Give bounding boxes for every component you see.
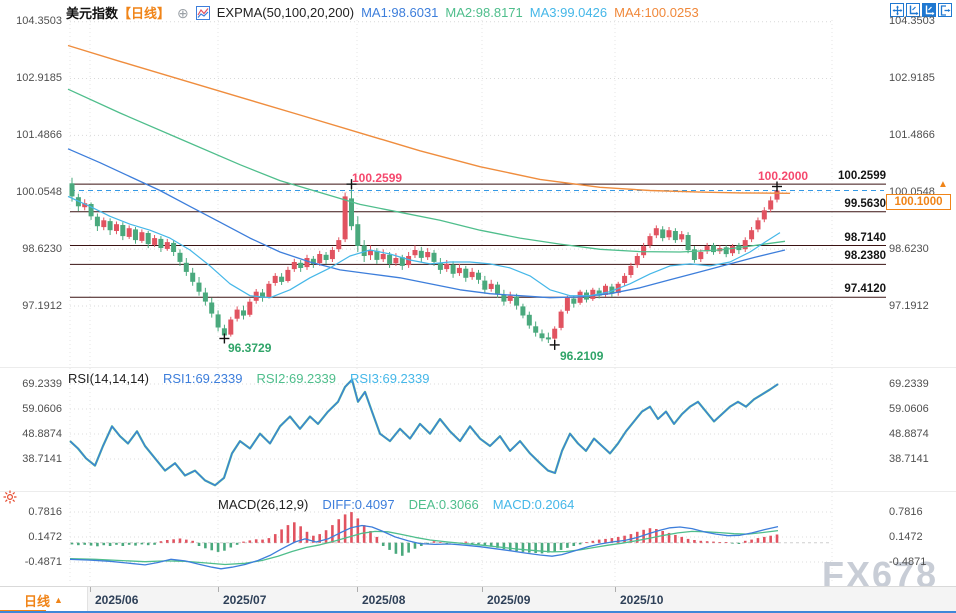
low2-label: 96.2109: [560, 349, 604, 363]
expma-chart-icon[interactable]: [195, 5, 210, 20]
period-selector[interactable]: 日线 ▲: [0, 587, 88, 613]
period-label: 日线: [24, 593, 51, 609]
rsi1-value: RSI1:69.2339: [162, 371, 243, 386]
price-level-label: 100.2599: [838, 170, 886, 183]
ma-lines-layer: [67, 44, 791, 299]
pan-icon[interactable]: [890, 3, 904, 17]
ma3-value: MA3:99.0426: [529, 5, 608, 20]
scrollbar-track[interactable]: [0, 611, 956, 613]
axis-label: 97.1912: [889, 299, 929, 312]
rsi-layer: [69, 378, 779, 487]
axis-label: 104.3503: [16, 15, 62, 28]
axis-label: 101.4866: [16, 128, 62, 141]
price-level-label: 98.2380: [844, 250, 886, 263]
axis-label: 102.9185: [16, 72, 62, 85]
axis-label: 98.6230: [22, 242, 62, 255]
axis-label: 98.6230: [889, 242, 929, 255]
add-indicator-icon[interactable]: ⊕: [177, 4, 189, 21]
macd-header: MACD(26,12,9) DIFF:0.4097 DEA:0.3066 MAC…: [218, 497, 574, 512]
macd-name[interactable]: MACD(26,12,9): [218, 497, 309, 512]
macd-dea-value: DEA:0.3066: [408, 497, 479, 512]
symbol-title: 美元指数: [66, 6, 119, 21]
low1-label: 96.3729: [228, 341, 272, 355]
axis-label: 97.1912: [22, 299, 62, 312]
axis-scale-filled-icon[interactable]: [922, 3, 936, 17]
peak-high-label: 100.2599: [352, 171, 403, 185]
axis-label: 102.9185: [889, 72, 935, 85]
axis-label: 101.4866: [889, 128, 935, 141]
month-tick: [615, 587, 616, 592]
period-dropdown-arrow: ▲: [54, 595, 63, 605]
period-tag: 【日线】: [118, 6, 171, 21]
axis-label: 0.1472: [28, 530, 62, 543]
axis-label: 100.0548: [16, 185, 62, 198]
candles-layer: [69, 177, 780, 345]
axis-label: 48.8874: [22, 427, 62, 440]
time-axis-bar: 日线 ▲ 2025/06 2025/07 2025/08 2025/09 2025/10: [0, 586, 956, 613]
price-level-label: 97.4120: [844, 283, 886, 296]
axis-label: 69.2339: [889, 377, 929, 390]
macd-layer: [69, 512, 832, 570]
axis-label: 48.8874: [889, 427, 929, 440]
chart-toolbar: [890, 3, 952, 17]
month-tick: [357, 587, 358, 592]
axis-label: -0.4871: [24, 555, 62, 568]
current-price-badge: 100.1000: [886, 194, 951, 210]
ma2-value: MA2:98.8171: [445, 5, 523, 20]
month-tick: [90, 587, 91, 592]
gridlines: [0, 20, 956, 584]
month-tick: [218, 587, 219, 592]
axis-label: 104.3503: [889, 15, 935, 28]
ma1-value: MA1:98.6031: [361, 5, 439, 20]
date-label: 2025/09: [487, 593, 531, 607]
macd-diff-value: DIFF:0.4097: [322, 497, 395, 512]
date-label: 2025/08: [362, 593, 406, 607]
rsi-header: RSI(14,14,14) RSI1:69.2339 RSI2:69.2339 …: [68, 371, 429, 386]
axis-label: -0.4871: [889, 555, 927, 568]
rsi2-value: RSI2:69.2339: [256, 371, 336, 386]
date-label: 2025/06: [95, 593, 139, 607]
price-level-label: 98.7140: [844, 231, 886, 244]
date-label: 2025/07: [223, 593, 267, 607]
rsi3-value: RSI3:69.2339: [349, 371, 430, 386]
rsi-name[interactable]: RSI(14,14,14): [68, 371, 149, 386]
exit-chart-icon[interactable]: [938, 3, 952, 17]
month-tick: [482, 587, 483, 592]
axis-label: 100.0548: [889, 185, 935, 198]
macd-macd-value: MACD:0.2064: [492, 497, 575, 512]
indicator-name[interactable]: EXPMA(50,100,20,200): [216, 5, 355, 20]
axis-label: 0.7816: [889, 505, 923, 518]
last-high-label: 100.2000: [758, 169, 809, 183]
ma4-value: MA4:100.0253: [614, 5, 699, 20]
axis-scale-icon[interactable]: [906, 3, 920, 17]
axis-label: 59.0606: [889, 402, 929, 415]
axis-label: 0.1472: [889, 530, 923, 543]
axis-label: 0.7816: [28, 505, 62, 518]
axis-label: 38.7141: [889, 452, 929, 465]
indicator-settings-icon[interactable]: [2, 489, 18, 510]
axis-label: 59.0606: [22, 402, 62, 415]
date-label: 2025/10: [620, 593, 664, 607]
cross-marks: [219, 179, 782, 350]
main-header: 美元指数【日线】 ⊕ EXPMA(50,100,20,200) MA1:98.6…: [66, 3, 699, 22]
axis-label: 69.2339: [22, 377, 62, 390]
axis-label: 38.7141: [22, 452, 62, 465]
price-level-label: 99.5630: [844, 197, 886, 210]
price-up-arrow-icon: ▲: [938, 179, 948, 190]
